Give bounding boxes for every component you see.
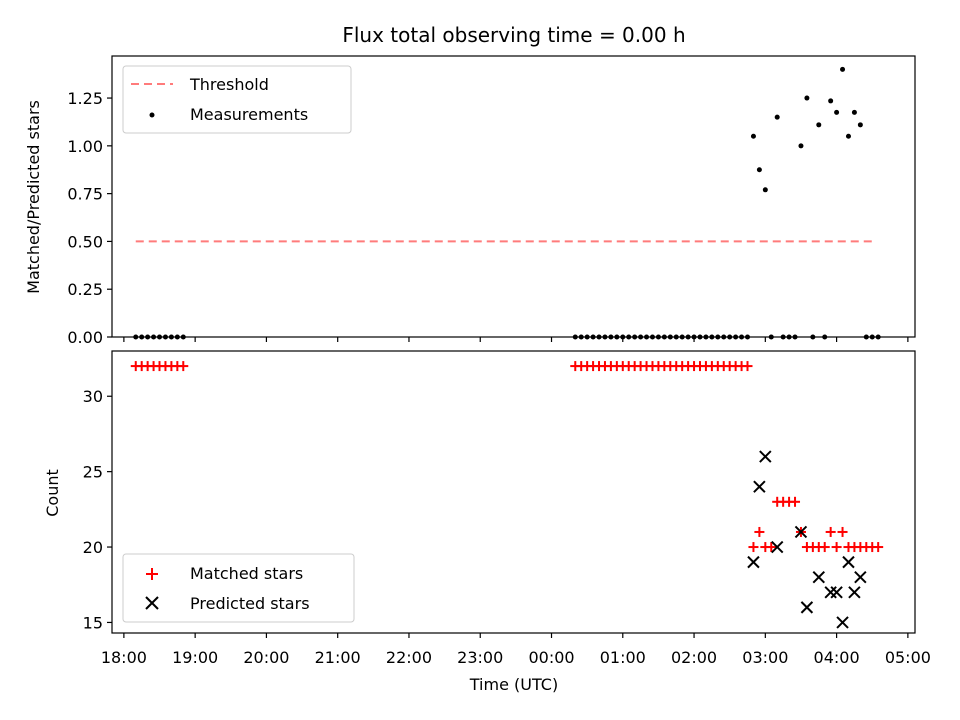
matched-stars-point <box>837 526 848 537</box>
top-ticks: 0.00 0.25 0.50 0.75 1.00 1.25 <box>67 89 909 347</box>
chart-title: Flux total observing time = 0.00 h <box>342 23 685 47</box>
predicted-stars-point <box>770 540 784 554</box>
measurement-point <box>834 109 840 115</box>
y-tick-label: 20 <box>83 538 103 557</box>
legend-measurements-swatch <box>149 112 155 118</box>
x-tick-label: 01:00 <box>600 648 646 667</box>
x-tick-label: 19:00 <box>172 648 218 667</box>
measurement-point <box>816 122 822 128</box>
y-tick-label: 0.00 <box>67 328 103 347</box>
x-tick-label: 18:00 <box>101 648 147 667</box>
measurement-point <box>851 109 857 115</box>
matched-stars-point <box>178 361 189 372</box>
legend-predicted-swatch <box>145 596 159 610</box>
x-tick-label: 02:00 <box>671 648 717 667</box>
y-tick-label: 0.50 <box>67 232 103 251</box>
predicted-stars-point <box>753 480 766 493</box>
top-plot-frame <box>111 55 916 338</box>
matched-stars-point <box>819 542 830 553</box>
legend-predicted-label: Predicted stars <box>190 594 310 613</box>
matched-stars-point <box>766 542 777 553</box>
bottom-plot-frame <box>111 350 916 634</box>
top-legend: Threshold Measurements <box>122 65 352 134</box>
matched-stars-point <box>754 526 765 537</box>
x-axis-label: Time (UTC) <box>469 675 558 694</box>
y-tick-label: 1.25 <box>67 89 103 108</box>
y-tick-label: 1.00 <box>67 137 103 156</box>
predicted-stars-point <box>812 570 825 584</box>
legend-measurements-label: Measurements <box>190 105 308 124</box>
x-tick-label: 21:00 <box>315 648 361 667</box>
legend-threshold-label: Threshold <box>189 75 269 94</box>
x-tick-label: 20:00 <box>243 648 289 667</box>
predicted-stars-point <box>794 525 808 539</box>
measurement-point <box>857 122 863 128</box>
measurement-point <box>774 114 780 120</box>
predicted-stars-point <box>836 616 849 629</box>
measurement-point <box>750 133 756 139</box>
legend-matched-label: Matched stars <box>190 564 303 583</box>
y-tick-label: 30 <box>83 387 103 406</box>
measurement-point <box>762 187 768 193</box>
bottom-legend-box <box>122 553 355 623</box>
x-tick-label: 03:00 <box>742 648 788 667</box>
y-tick-label: 25 <box>83 463 103 482</box>
x-tick-label: 04:00 <box>814 648 860 667</box>
measurement-point <box>845 133 851 139</box>
measurement-point <box>828 98 834 104</box>
predicted-stars-point <box>759 450 772 463</box>
bottom-panel: 15 20 25 30 18:00 19:00 20:00 21:00 22:00 23:00 00… <box>43 350 931 694</box>
legend-matched-swatch <box>146 568 158 580</box>
x-tick-label: 22:00 <box>386 648 432 667</box>
matched-stars-point <box>790 496 801 507</box>
matched-stars-point <box>831 542 842 553</box>
predicted-stars-point <box>854 570 867 584</box>
predicted-stars-point <box>800 601 814 614</box>
y-tick-label: 0.25 <box>67 280 103 299</box>
matched-stars-point <box>742 361 753 372</box>
bottom-ticks: 15 20 25 30 18:00 19:00 20:00 21:00 22:00 23:00 00… <box>83 387 931 667</box>
x-tick-label: 05:00 <box>885 648 931 667</box>
measurement-point <box>756 167 762 173</box>
measurement-point <box>798 143 804 149</box>
y-tick-label: 0.75 <box>67 185 103 204</box>
x-tick-label: 00:00 <box>528 648 574 667</box>
bottom-legend: Matched stars Predicted stars <box>122 553 355 623</box>
x-tick-label: 23:00 <box>457 648 503 667</box>
predicted-stars-point <box>824 586 837 599</box>
top-panel: 0.00 0.25 0.50 0.75 1.00 1.25 Matched/Predict… <box>24 55 916 347</box>
y-tick-label: 15 <box>83 613 103 632</box>
bottom-marks <box>130 361 884 629</box>
predicted-stars-point <box>848 586 861 599</box>
predicted-stars-point <box>747 555 760 569</box>
predicted-stars-point <box>830 586 843 599</box>
matched-stars-point <box>825 526 836 537</box>
top-y-axis-label: Matched/Predicted stars <box>24 100 43 294</box>
predicted-stars-point <box>842 555 855 569</box>
top-legend-box <box>122 65 352 134</box>
bottom-y-axis-label: Count <box>43 469 62 517</box>
matched-stars-point <box>873 542 884 553</box>
measurement-point <box>840 66 846 72</box>
matched-stars-point <box>748 542 759 553</box>
measurement-point <box>804 95 810 101</box>
